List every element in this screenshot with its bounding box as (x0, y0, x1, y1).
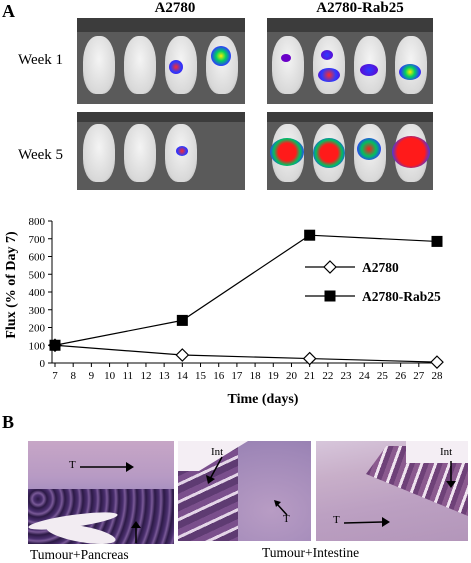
panel-a-letter: A (2, 1, 15, 21)
x-tick-label: 19 (268, 370, 280, 382)
photo-a2780-week1 (77, 18, 245, 104)
intestine-label-2: Int (211, 446, 224, 458)
row-label-week1: Week 1 (18, 52, 64, 68)
y-tick-label: 700 (29, 234, 46, 246)
histology-tumour-intestine-1: Int T (178, 441, 311, 541)
histology-tumour-pancreas: T (28, 441, 174, 544)
y-tick-label: 600 (29, 252, 46, 264)
x-tick-label: 17 (231, 370, 243, 382)
series-line-1 (54, 234, 438, 346)
x-tick-label: 8 (70, 370, 76, 382)
y-tick-label: 400 (29, 287, 46, 299)
panel-b-letter: B (2, 412, 15, 432)
x-tick-label: 20 (286, 370, 298, 382)
x-tick-label: 14 (177, 370, 189, 382)
x-tick-label: 15 (195, 370, 207, 382)
legend-marker-a2780-rab25 (324, 290, 336, 302)
photo-rab25-week5 (267, 112, 433, 190)
data-point-a2780 (430, 355, 444, 369)
data-point-a2780-rab25 (431, 235, 443, 247)
data-point-a2780-rab25 (49, 339, 61, 351)
x-tick-label: 18 (250, 370, 262, 382)
x-tick-label: 28 (432, 370, 444, 382)
x-tick-label: 7 (52, 370, 58, 382)
data-point-a2780 (175, 348, 190, 362)
x-tick-label: 23 (341, 370, 353, 382)
tumour-label-3: T (333, 514, 340, 526)
photo-rab25-week1 (267, 18, 433, 104)
y-tick-label: 500 (29, 269, 46, 281)
x-tick-label: 16 (213, 370, 225, 382)
y-tick-label: 800 (29, 216, 46, 228)
legend-label-1: A2780-Rab25 (362, 289, 441, 304)
caption-tumour-intestine: Tumour+Intestine (262, 545, 360, 560)
y-tick-label: 300 (29, 305, 46, 317)
x-tick-label: 13 (159, 370, 171, 382)
arrow-intestine-3 (446, 461, 456, 488)
y-tick-label: 0 (40, 358, 46, 370)
data-point-a2780-rab25 (176, 314, 188, 326)
x-tick-label: 21 (304, 370, 315, 382)
x-tick-label: 9 (89, 370, 95, 382)
x-tick-label: 24 (359, 370, 371, 382)
data-point-a2780 (302, 351, 317, 366)
x-tick-label: 22 (322, 370, 333, 382)
x-tick-label: 11 (122, 370, 133, 382)
arrow-intestine-2 (206, 456, 223, 484)
group-title-a2780-rab25: A2780-Rab25 (316, 0, 404, 16)
x-tick-label: 26 (395, 370, 407, 382)
photo-a2780-week5 (77, 112, 245, 190)
x-tick-label: 10 (104, 370, 116, 382)
tumour-label-2: T (283, 513, 290, 525)
tumour-label-1: T (69, 459, 76, 471)
x-tick-label: 25 (377, 370, 389, 382)
arrow-tumour-2 (274, 500, 288, 516)
legend-marker-a2780 (323, 260, 337, 274)
intestine-label-3: Int (440, 446, 453, 458)
y-tick-label: 100 (29, 340, 46, 352)
group-title-a2780: A2780 (154, 0, 196, 16)
x-tick-label: 12 (140, 370, 151, 382)
y-axis-label: Flux (% of Day 7) (4, 231, 19, 339)
arrow-tumour-1 (80, 462, 134, 472)
x-tick-label: 27 (413, 370, 425, 382)
histology-tumour-intestine-2: Int T (316, 441, 468, 541)
row-label-week5: Week 5 (18, 147, 64, 163)
flux-line-chart: Flux (% of Day 7) Time (days) 0 100 200 300… (4, 216, 444, 407)
y-tick-label: 200 (29, 323, 46, 335)
arrow-tumour-3 (343, 517, 390, 527)
x-axis-label: Time (days) (228, 392, 299, 407)
arrow-pancreas (131, 521, 141, 543)
legend-label-0: A2780 (362, 260, 399, 275)
series-line-0 (54, 344, 438, 363)
caption-tumour-pancreas: Tumour+Pancreas (30, 547, 129, 562)
data-point-a2780-rab25 (304, 229, 316, 241)
